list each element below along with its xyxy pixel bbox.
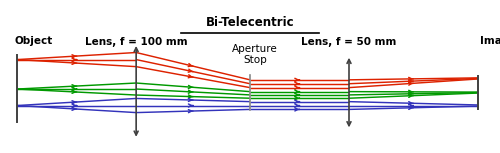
Text: Bi-Telecentric: Bi-Telecentric [206,16,294,29]
Text: Lens, f = 50 mm: Lens, f = 50 mm [302,37,396,47]
Text: Object: Object [15,36,53,46]
Text: Image: Image [480,36,500,46]
Text: Aperture
Stop: Aperture Stop [232,44,278,65]
Text: Lens, f = 100 mm: Lens, f = 100 mm [85,37,188,47]
